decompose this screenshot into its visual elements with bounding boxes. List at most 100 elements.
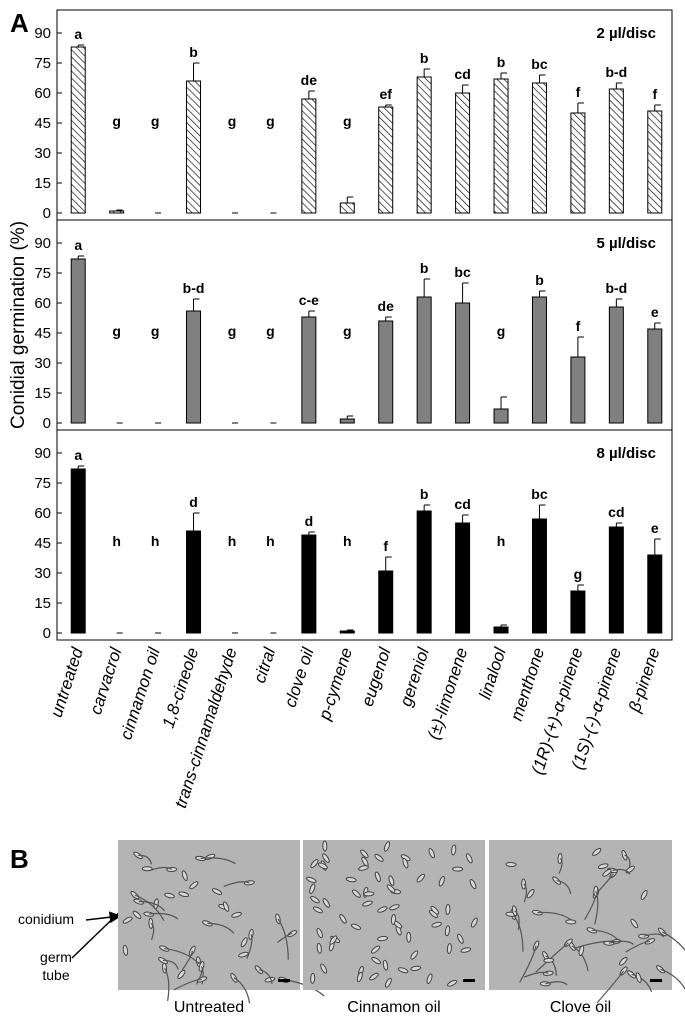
conidium-cell: [402, 857, 409, 869]
y-tick-label: 15: [34, 595, 51, 612]
germ-tube: [558, 857, 563, 874]
x-tick-label: β-pinene: [625, 645, 664, 715]
significance-letter: b: [420, 50, 429, 66]
conidium-cell: [390, 914, 396, 925]
bar: [109, 210, 125, 214]
germ-tube: [150, 922, 155, 941]
y-tick-label: 30: [34, 145, 51, 162]
panel-title: 8 µl/disc: [596, 445, 656, 462]
bar: [455, 522, 471, 634]
conidium-cell: [238, 951, 249, 958]
germ-tube: [138, 854, 152, 865]
x-tick-label: (±)-limonene: [424, 645, 472, 742]
significance-letter: g: [112, 323, 121, 339]
conidium-cell: [370, 945, 381, 954]
caption: Untreated: [174, 999, 244, 1016]
y-tick-label: 15: [34, 175, 51, 192]
germ-tube: [200, 857, 236, 865]
germ-tube: [512, 914, 524, 952]
conidium-cell: [444, 925, 451, 937]
bar: [416, 510, 432, 634]
significance-letter: b-d: [605, 280, 627, 296]
germ-tube: [523, 971, 549, 978]
conidium-cell: [592, 847, 602, 856]
annotation: germ: [40, 949, 72, 965]
significance-letter: b-d: [605, 64, 627, 80]
conidium-cell: [317, 862, 328, 870]
significance-letter: g: [228, 323, 237, 339]
conidium-cell: [316, 942, 322, 954]
conidium-cell: [350, 923, 362, 931]
conidium-cell: [447, 979, 458, 987]
conidium-cell: [310, 859, 319, 869]
germ-tube: [173, 978, 202, 991]
significance-letter: c-e: [299, 292, 319, 308]
significance-letter: g: [266, 113, 275, 129]
germ-tube: [545, 955, 557, 976]
x-tick-label: clove oil: [281, 644, 318, 709]
micrograph: [489, 840, 685, 1004]
bar: [647, 328, 663, 424]
y-tick-label: 75: [34, 265, 51, 282]
significance-letter: b: [420, 486, 429, 502]
significance-letter: cd: [454, 496, 470, 512]
significance-letter: cd: [608, 504, 624, 520]
conidium-cell: [388, 875, 395, 886]
conidium-cell: [164, 892, 175, 899]
significance-letter: g: [343, 113, 352, 129]
conidium-cell: [369, 972, 379, 981]
panel-frame: [56, 429, 673, 641]
x-tick-label: eugenol: [358, 644, 395, 709]
y-tick-label: 75: [34, 55, 51, 72]
bar: [570, 112, 586, 214]
bar: [493, 78, 509, 214]
y-tick-label: 45: [34, 115, 51, 132]
conidium-cell: [465, 853, 473, 864]
germ-tube: [596, 970, 625, 1004]
significance-letter: b: [189, 44, 198, 60]
y-tick-label: 60: [34, 505, 51, 522]
y-tick-label: 90: [34, 235, 51, 252]
bar: [493, 626, 509, 634]
bar: [186, 530, 202, 634]
conidium-cell: [451, 844, 457, 856]
y-tick-label: 45: [34, 325, 51, 342]
y-tick-label: 0: [43, 415, 51, 432]
conidium-cell: [222, 901, 230, 912]
bar: [647, 110, 663, 214]
y-axis-label: Conidial germination (%): [8, 221, 29, 429]
conidium-cell: [141, 866, 153, 872]
significance-letter: g: [228, 113, 237, 129]
panel-title: 2 µl/disc: [596, 25, 656, 42]
annotation: tube: [42, 967, 69, 983]
significance-letter: h: [266, 533, 275, 549]
micrograph: [303, 840, 485, 990]
conidium-cell: [410, 965, 422, 972]
conidium-cell: [438, 876, 445, 887]
conidium-cell: [377, 935, 388, 942]
conidium-cell: [619, 956, 628, 966]
significance-letter: h: [112, 533, 121, 549]
significance-letter: g: [151, 113, 160, 129]
x-tick-label: 1,8-cineole: [159, 645, 203, 730]
conidium-cell: [240, 937, 248, 948]
conidium-cell: [363, 891, 375, 897]
bar: [608, 88, 624, 214]
y-tick-label: 90: [34, 25, 51, 42]
micrograph-bg: [489, 840, 672, 990]
conidium-cell: [122, 916, 133, 924]
conidium-cell: [316, 927, 323, 939]
conidium-cell: [431, 921, 443, 928]
bar: [186, 80, 202, 214]
x-tick-label: gereniol: [396, 644, 433, 709]
conidium-cell: [322, 898, 331, 908]
significance-letter: f: [576, 84, 581, 100]
y-tick-label: 60: [34, 85, 51, 102]
conidium-cell: [322, 853, 330, 863]
conidium-cell: [578, 945, 585, 957]
significance-letter: bc: [454, 264, 471, 280]
y-tick-label: 90: [34, 445, 51, 462]
conidium-cell: [360, 849, 369, 859]
germ-tube: [537, 911, 572, 921]
bar: [378, 320, 394, 424]
